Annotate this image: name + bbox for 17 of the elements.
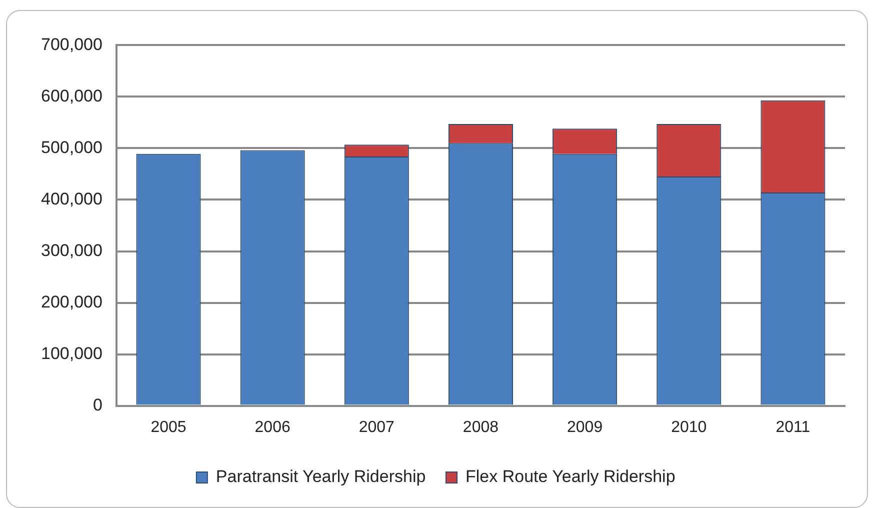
x-tick-label: 2010	[671, 418, 707, 436]
y-tick-label: 100,000	[41, 344, 102, 363]
x-tick-label: 2005	[150, 418, 186, 436]
y-tick-label: 0	[92, 395, 102, 414]
x-tick-label: 2007	[358, 418, 395, 436]
y-tick-label: 400,000	[41, 189, 102, 208]
legend-label: Paratransit Yearly Ridership	[216, 467, 426, 486]
x-tick-label: 2006	[254, 418, 290, 436]
y-tick-label: 500,000	[41, 138, 102, 157]
x-tick-label: 2009	[567, 418, 603, 436]
y-tick-label: 600,000	[41, 86, 102, 106]
y-tick-label: 200,000	[41, 292, 102, 312]
y-tick-label: 700,000	[41, 34, 102, 54]
x-tick-label: 2011	[776, 418, 810, 436]
y-tick-label: 300,000	[41, 240, 102, 260]
legend-label: Flex Route Yearly Ridership	[466, 467, 676, 486]
x-tick-label: 2008	[462, 418, 499, 436]
